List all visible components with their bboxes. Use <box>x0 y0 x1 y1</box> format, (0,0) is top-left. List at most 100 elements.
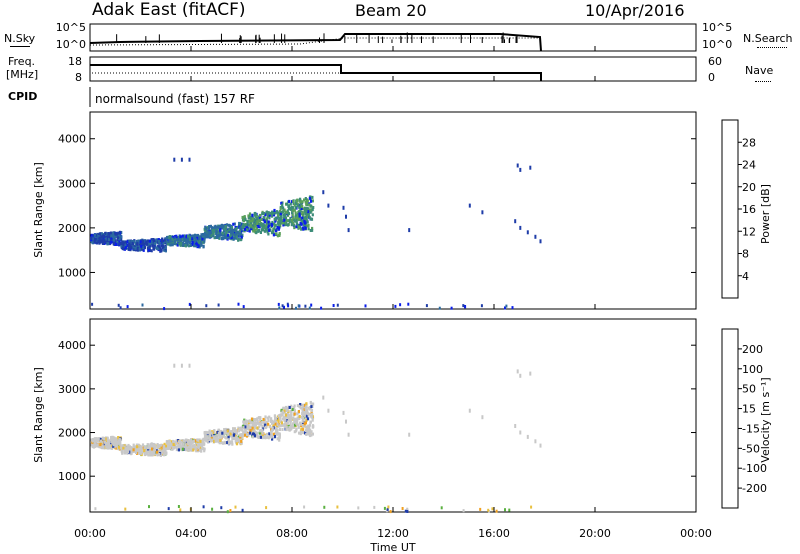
echo-cell <box>295 222 299 226</box>
echo-cell <box>519 225 522 230</box>
echo-cell <box>216 236 219 239</box>
echo-cell <box>172 443 175 446</box>
echo-cell <box>289 425 292 429</box>
cpid-text: normalsound (fast) 157 RF <box>95 92 255 106</box>
echo-cell <box>188 157 191 162</box>
echo-cell <box>265 506 268 510</box>
echo-cell <box>201 236 204 239</box>
colorbar-tick-label: 12 <box>742 225 756 238</box>
echo-cell <box>278 433 281 437</box>
noise-tick-left-bottom: 10^0 <box>56 38 86 51</box>
echo-cell <box>227 435 230 439</box>
echo-cell <box>165 452 168 456</box>
echo-cell <box>248 425 251 429</box>
echo-cell <box>139 451 143 455</box>
echo-cell <box>118 242 121 246</box>
echo-cell <box>252 223 255 227</box>
echo-cell <box>242 222 245 226</box>
echo-cell <box>171 243 174 247</box>
echo-cell <box>278 438 281 442</box>
echo-cell <box>108 443 111 447</box>
echo-cell <box>300 218 303 222</box>
echo-cell <box>157 239 161 243</box>
echo-cell <box>227 229 230 233</box>
echo-cell <box>273 208 276 212</box>
echo-cell <box>309 407 312 411</box>
echo-cell <box>280 408 283 412</box>
echo-cell <box>291 211 294 215</box>
echo-cell <box>293 203 296 207</box>
echo-cell <box>111 436 114 440</box>
echo-cell <box>102 234 105 238</box>
echo-cell <box>386 507 389 511</box>
echo-cell <box>207 235 210 239</box>
echo-cell <box>292 216 295 220</box>
echo-cell <box>206 439 209 443</box>
echo-cell <box>128 239 131 243</box>
echo-cell <box>231 437 234 441</box>
echo-cell <box>181 447 184 451</box>
echo-cell <box>112 238 116 242</box>
echo-cell <box>267 211 270 215</box>
echo-cell <box>259 429 262 433</box>
echo-cell <box>406 510 409 513</box>
echo-cell <box>250 222 253 226</box>
echo-cell <box>271 223 274 227</box>
echo-cell <box>200 449 203 453</box>
colorbar-tick-label: 50 <box>742 383 756 396</box>
echo-cell <box>90 236 93 240</box>
echo-cell <box>450 306 453 310</box>
echo-cell <box>237 302 240 306</box>
echo-cell <box>220 506 223 510</box>
echo-cell <box>491 507 494 511</box>
echo-cell <box>481 210 484 215</box>
echo-cell <box>233 429 237 433</box>
echo-cell <box>289 216 292 220</box>
echo-cell <box>288 406 291 409</box>
echo-cell <box>275 232 278 236</box>
echo-cell <box>189 446 192 450</box>
echo-cell <box>302 223 306 227</box>
echo-cell <box>277 213 280 217</box>
echo-cell <box>179 238 182 242</box>
echo-cell <box>246 425 249 429</box>
echo-cell <box>311 213 314 217</box>
echo-cell <box>238 232 241 236</box>
echo-cell <box>229 226 232 230</box>
echo-cell <box>257 225 260 229</box>
echo-cell <box>289 409 292 413</box>
echo-cell <box>480 304 483 308</box>
echo-cell <box>146 450 149 454</box>
echo-cell <box>271 421 274 425</box>
echo-cell <box>182 439 185 443</box>
echo-cell <box>298 417 301 421</box>
echo-cell <box>305 418 308 422</box>
echo-cell <box>175 448 178 452</box>
echo-cell <box>186 241 189 245</box>
echo-cell <box>296 404 299 408</box>
echo-cell <box>261 425 264 429</box>
echo-cell <box>120 245 123 248</box>
echo-cell <box>239 433 242 437</box>
echo-cell <box>118 240 121 244</box>
echo-cell <box>300 227 303 231</box>
colorbar-tick-label: 28 <box>742 136 756 149</box>
echo-cell <box>271 437 274 441</box>
echo-cell <box>175 236 178 240</box>
echo-cell <box>224 224 227 228</box>
echo-cell <box>294 211 297 215</box>
echo-cell <box>285 202 288 206</box>
echo-cell <box>193 244 196 248</box>
echo-cell <box>320 306 323 310</box>
echo-cell <box>312 206 315 209</box>
echo-cell <box>271 210 274 214</box>
echo-cell <box>289 422 292 426</box>
echo-cell <box>289 207 292 211</box>
echo-cell <box>153 450 156 454</box>
echo-cell <box>347 432 350 437</box>
echo-cell <box>121 444 124 448</box>
echo-cell <box>205 235 208 238</box>
echo-cell <box>173 242 176 246</box>
echo-cell <box>218 236 221 240</box>
echo-cell <box>169 239 172 243</box>
